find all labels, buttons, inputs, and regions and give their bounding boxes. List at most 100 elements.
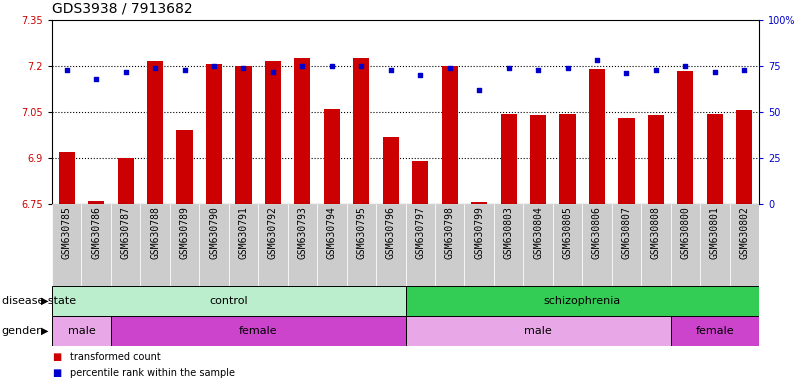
Bar xyxy=(235,66,252,204)
Text: GSM630792: GSM630792 xyxy=(268,207,278,259)
Bar xyxy=(618,118,634,204)
Text: disease state: disease state xyxy=(2,296,76,306)
Text: GSM630802: GSM630802 xyxy=(739,207,749,259)
Text: GSM630793: GSM630793 xyxy=(297,207,308,259)
Point xyxy=(149,65,162,71)
Text: GSM630787: GSM630787 xyxy=(121,207,131,259)
Bar xyxy=(405,316,670,346)
Bar xyxy=(52,286,405,316)
Point xyxy=(355,63,368,69)
Text: GSM630806: GSM630806 xyxy=(592,207,602,259)
Bar xyxy=(140,204,170,286)
Text: gender: gender xyxy=(2,326,42,336)
Point xyxy=(502,65,515,71)
Text: GSM630796: GSM630796 xyxy=(386,207,396,259)
Bar xyxy=(589,69,605,204)
Point xyxy=(443,65,456,71)
Bar xyxy=(376,204,405,286)
Bar xyxy=(670,204,700,286)
Text: ■: ■ xyxy=(52,352,61,362)
Bar xyxy=(52,204,82,286)
Bar xyxy=(648,115,664,204)
Point xyxy=(562,65,574,71)
Bar xyxy=(294,58,311,204)
Bar xyxy=(176,131,193,204)
Text: GSM630804: GSM630804 xyxy=(533,207,543,259)
Bar xyxy=(730,204,759,286)
Text: male: male xyxy=(524,326,552,336)
Point xyxy=(296,63,309,69)
Text: ▶: ▶ xyxy=(41,296,48,306)
Bar xyxy=(736,111,752,204)
Text: GSM630790: GSM630790 xyxy=(209,207,219,259)
Text: female: female xyxy=(695,326,735,336)
Text: GSM630803: GSM630803 xyxy=(504,207,513,259)
Text: female: female xyxy=(239,326,277,336)
Text: schizophrenia: schizophrenia xyxy=(544,296,621,306)
Text: ■: ■ xyxy=(52,368,61,378)
Bar xyxy=(353,58,369,204)
Point xyxy=(650,66,662,73)
Bar xyxy=(383,137,399,204)
Bar xyxy=(465,204,494,286)
Text: control: control xyxy=(209,296,248,306)
Text: GSM630785: GSM630785 xyxy=(62,207,72,259)
Bar xyxy=(641,204,670,286)
Bar xyxy=(700,204,730,286)
Bar xyxy=(612,204,641,286)
Text: percentile rank within the sample: percentile rank within the sample xyxy=(70,368,235,378)
Point xyxy=(384,66,397,73)
Point xyxy=(119,68,132,74)
Bar xyxy=(501,114,517,204)
Bar xyxy=(441,66,458,204)
Bar xyxy=(229,204,258,286)
Text: GSM630794: GSM630794 xyxy=(327,207,337,259)
Bar xyxy=(324,109,340,204)
Bar xyxy=(118,158,134,204)
Bar xyxy=(678,71,694,204)
Bar xyxy=(258,204,288,286)
Point xyxy=(679,63,692,69)
Bar xyxy=(435,204,465,286)
Bar xyxy=(582,204,612,286)
Bar xyxy=(58,152,74,204)
Bar xyxy=(347,204,376,286)
Point xyxy=(90,76,103,82)
Bar xyxy=(413,161,429,204)
Text: GSM630801: GSM630801 xyxy=(710,207,720,259)
Bar xyxy=(170,204,199,286)
Point xyxy=(532,66,545,73)
Bar xyxy=(52,316,111,346)
Text: GSM630800: GSM630800 xyxy=(680,207,690,259)
Bar xyxy=(670,316,759,346)
Bar xyxy=(111,204,140,286)
Point xyxy=(620,70,633,76)
Point xyxy=(178,66,191,73)
Bar xyxy=(494,204,523,286)
Text: GSM630807: GSM630807 xyxy=(622,207,631,259)
Text: male: male xyxy=(67,326,95,336)
Bar xyxy=(265,61,281,204)
Point xyxy=(267,68,280,74)
Bar xyxy=(206,65,222,204)
Point xyxy=(237,65,250,71)
Bar xyxy=(288,204,317,286)
Bar xyxy=(523,204,553,286)
Point xyxy=(414,72,427,78)
Text: GSM630791: GSM630791 xyxy=(239,207,248,259)
Point xyxy=(60,66,73,73)
Point xyxy=(473,87,485,93)
Bar xyxy=(199,204,229,286)
Bar xyxy=(471,202,487,204)
Text: GSM630797: GSM630797 xyxy=(415,207,425,259)
Text: GSM630799: GSM630799 xyxy=(474,207,484,259)
Text: ▶: ▶ xyxy=(41,326,48,336)
Bar xyxy=(405,204,435,286)
Bar xyxy=(530,115,546,204)
Point xyxy=(590,58,603,64)
Text: GSM630805: GSM630805 xyxy=(562,207,573,259)
Text: GSM630786: GSM630786 xyxy=(91,207,101,259)
Text: GSM630789: GSM630789 xyxy=(179,207,190,259)
Text: transformed count: transformed count xyxy=(70,352,160,362)
Point xyxy=(207,63,220,69)
